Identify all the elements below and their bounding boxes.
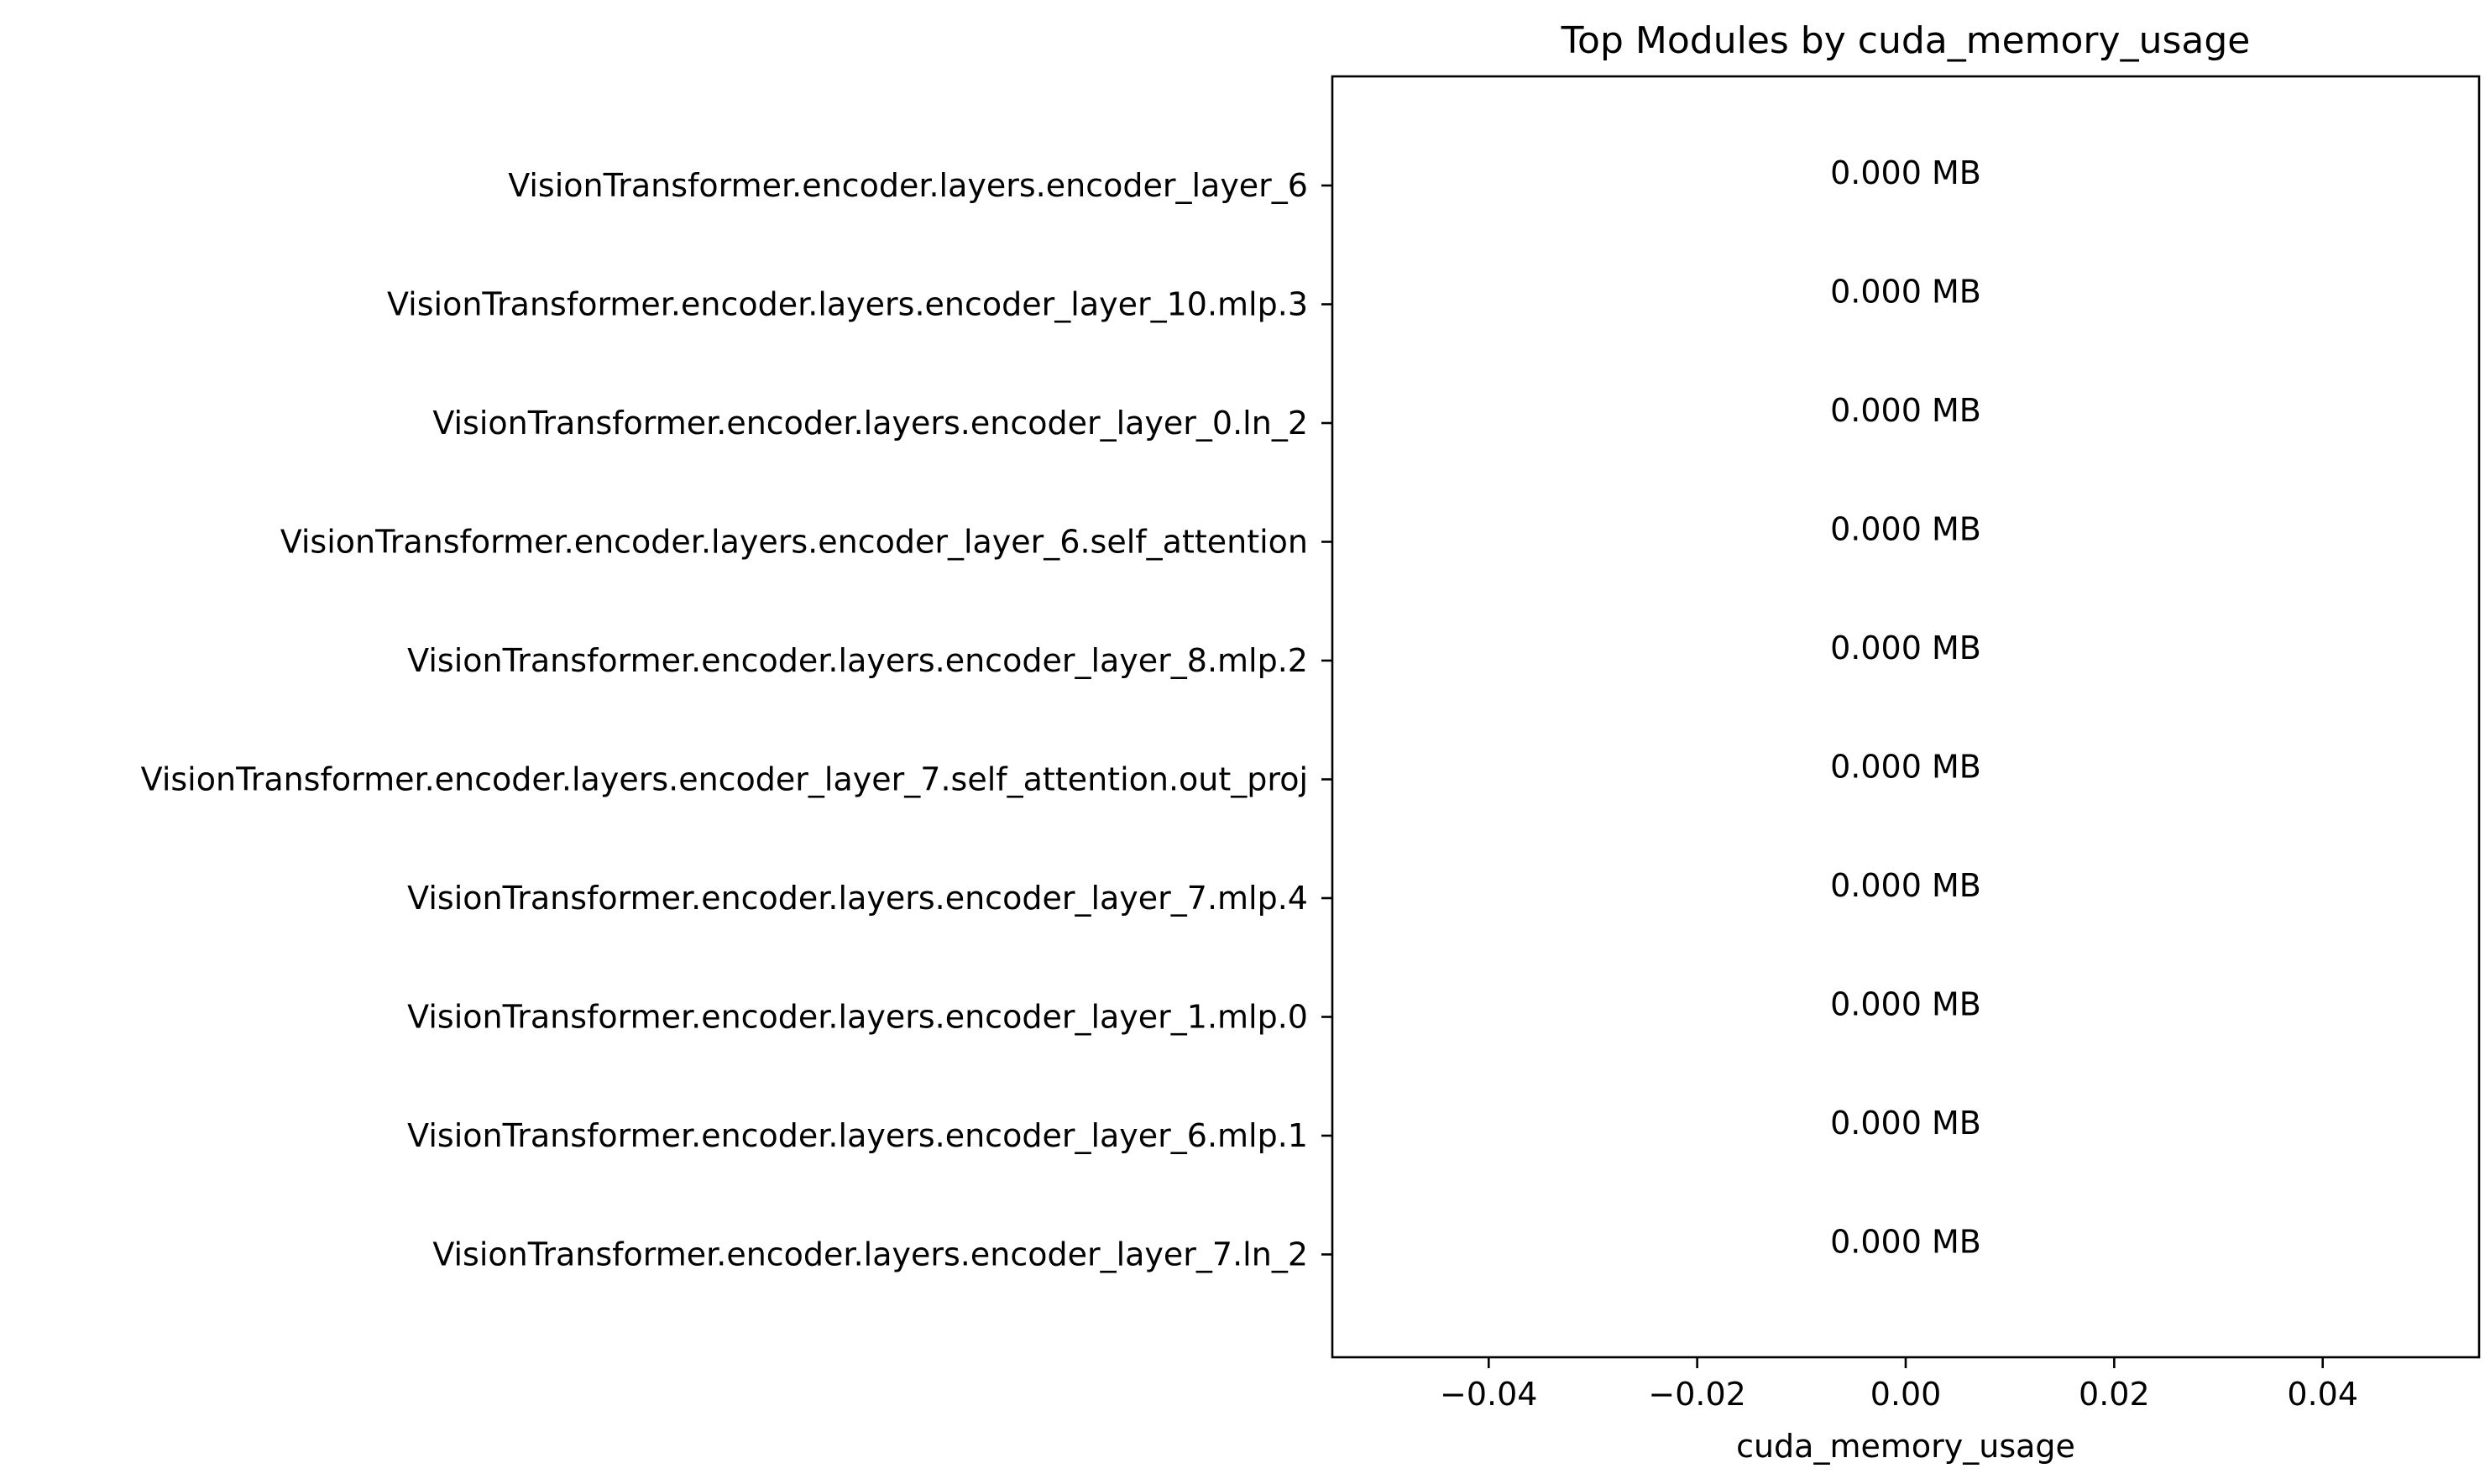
chart-title: Top Modules by cuda_memory_usage [1561,19,2251,62]
data-label: 0.000 MB [1830,867,1981,904]
y-tick-label: VisionTransformer.encoder.layers.encoder… [141,761,1308,798]
y-tick-label: VisionTransformer.encoder.layers.encoder… [407,642,1308,679]
y-axis: VisionTransformer.encoder.layers.encoder… [141,167,1332,1273]
y-tick-label: VisionTransformer.encoder.layers.encoder… [508,167,1308,204]
y-tick-label: VisionTransformer.encoder.layers.encoder… [432,1236,1308,1273]
x-tick-label: 0.00 [1870,1376,1942,1413]
y-tick-label: VisionTransformer.encoder.layers.encoder… [407,880,1308,917]
data-label: 0.000 MB [1830,154,1981,191]
data-label: 0.000 MB [1830,986,1981,1023]
x-tick-label: −0.02 [1648,1376,1745,1413]
data-label: 0.000 MB [1830,274,1981,311]
x-axis-label: cuda_memory_usage [1736,1428,2075,1465]
y-tick-label: VisionTransformer.encoder.layers.encoder… [280,524,1308,561]
data-label: 0.000 MB [1830,630,1981,666]
data-label: 0.000 MB [1830,392,1981,429]
x-tick-label: 0.04 [2287,1376,2358,1413]
x-axis: −0.04 −0.02 0.00 0.02 0.04 [1440,1357,2358,1413]
y-tick-label: VisionTransformer.encoder.layers.encoder… [407,1117,1308,1154]
x-tick-label: 0.02 [2079,1376,2150,1413]
plot-frame [1331,75,2481,1359]
y-tick-label: VisionTransformer.encoder.layers.encoder… [407,999,1308,1036]
data-labels-group: 0.000 MB 0.000 MB 0.000 MB 0.000 MB 0.000 MB… [1830,154,1981,1261]
y-tick-label: VisionTransformer.encoder.layers.encoder… [432,405,1308,442]
y-tick-label: VisionTransformer.encoder.layers.encoder… [387,286,1308,323]
data-label: 0.000 MB [1830,749,1981,786]
data-label: 0.000 MB [1830,1105,1981,1142]
data-label: 0.000 MB [1830,511,1981,548]
x-tick-label: −0.04 [1440,1376,1537,1413]
data-label: 0.000 MB [1830,1224,1981,1261]
